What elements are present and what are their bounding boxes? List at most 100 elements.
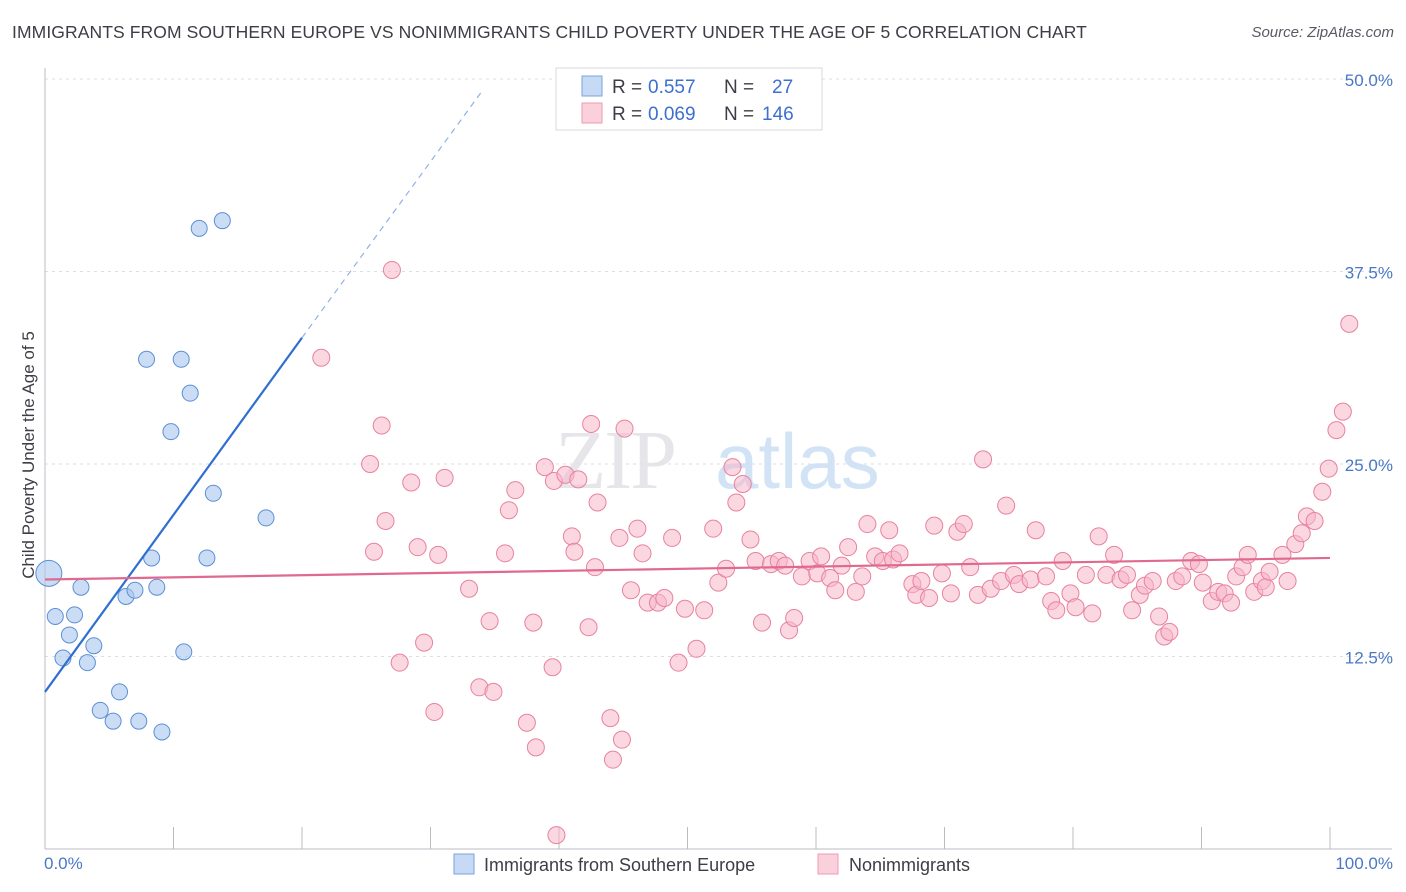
y-tick-label: 12.5%: [1345, 649, 1393, 668]
data-point-nonimmigrants: [733, 475, 752, 494]
data-point-nonimmigrants: [565, 542, 584, 561]
trend-line-immigrants-extension: [301, 90, 483, 339]
data-point-nonimmigrants: [925, 516, 944, 535]
data-point-nonimmigrants: [704, 519, 723, 538]
data-point-immigrants: [104, 712, 122, 730]
data-point-nonimmigrants: [932, 564, 951, 583]
data-point-nonimmigrants: [1319, 459, 1338, 478]
data-point-nonimmigrants: [1076, 565, 1095, 584]
data-point-nonimmigrants: [1123, 601, 1142, 620]
trend-line-nonimmigrants: [44, 556, 1331, 581]
data-point-nonimmigrants: [1026, 521, 1045, 540]
y-tick-labels: 12.5% 25.0% 37.5% 50.0%: [1345, 71, 1393, 668]
data-point-nonimmigrants: [1150, 607, 1169, 626]
data-point-nonimmigrants: [610, 528, 629, 547]
data-point-nonimmigrants: [415, 633, 434, 652]
data-point-nonimmigrants: [1193, 573, 1212, 592]
y-tick-label: 37.5%: [1345, 264, 1393, 283]
data-point-nonimmigrants: [612, 730, 631, 749]
bottom-legend-label-1: Immigrants from Southern Europe: [484, 855, 755, 875]
legend-swatch-pink: [581, 102, 603, 124]
legend-n-label-1: N =: [724, 77, 754, 98]
data-point-nonimmigrants: [912, 572, 931, 591]
data-point-nonimmigrants: [920, 588, 939, 607]
legend-r-value-1: 0.557: [648, 77, 696, 98]
data-point-nonimmigrants: [826, 581, 845, 600]
data-point-nonimmigrants: [628, 519, 647, 538]
data-point-nonimmigrants: [1305, 511, 1324, 530]
data-point-nonimmigrants: [425, 702, 444, 721]
data-point-immigrants: [257, 509, 275, 527]
data-point-nonimmigrants: [562, 527, 581, 546]
watermark-zip: ZIP: [555, 414, 675, 507]
data-point-nonimmigrants: [1160, 622, 1179, 641]
data-point-nonimmigrants: [460, 579, 479, 598]
data-point-nonimmigrants: [1260, 562, 1279, 581]
data-point-nonimmigrants: [1189, 555, 1208, 574]
data-point-nonimmigrants: [408, 538, 427, 557]
data-point-immigrants: [190, 219, 208, 237]
data-point-immigrants: [213, 212, 231, 230]
data-point-nonimmigrants: [361, 455, 380, 473]
data-point-nonimmigrants: [723, 458, 742, 477]
data-point-nonimmigrants: [429, 545, 448, 564]
chart-title: IMMIGRANTS FROM SOUTHERN EUROPE VS NONIM…: [12, 22, 1087, 42]
x-tick-label: 0.0%: [44, 854, 83, 873]
data-point-nonimmigrants: [524, 613, 543, 632]
data-point-nonimmigrants: [376, 511, 395, 530]
data-point-nonimmigrants: [582, 414, 601, 433]
data-point-nonimmigrants: [1143, 572, 1162, 591]
data-point-nonimmigrants: [1117, 565, 1136, 584]
data-point-nonimmigrants: [1278, 572, 1297, 591]
data-point-nonimmigrants: [1313, 482, 1332, 501]
data-point-nonimmigrants: [776, 556, 795, 575]
data-point-immigrants: [181, 384, 199, 402]
data-point-nonimmigrants: [853, 567, 872, 586]
data-point-nonimmigrants: [1089, 527, 1108, 546]
data-point-immigrants: [91, 701, 109, 719]
data-point-immigrants: [153, 723, 171, 741]
data-point-immigrants: [148, 578, 166, 596]
data-point-nonimmigrants: [603, 750, 622, 769]
y-tick-label: 50.0%: [1345, 71, 1393, 90]
data-point-immigrants: [85, 637, 103, 655]
data-point-nonimmigrants: [484, 682, 503, 701]
data-point-immigrants: [111, 683, 129, 701]
data-point-immigrants: [78, 654, 96, 672]
data-point-nonimmigrants: [954, 515, 973, 534]
data-point-nonimmigrants: [727, 493, 746, 512]
data-point-immigrants: [172, 350, 190, 368]
data-point-nonimmigrants: [543, 658, 562, 677]
x-tick-labels: 0.0% 100.0%: [44, 854, 1393, 873]
data-point-nonimmigrants: [675, 599, 694, 618]
legend-n-value-1: 27: [772, 77, 793, 98]
data-point-nonimmigrants: [1292, 524, 1311, 543]
data-point-immigrants: [130, 712, 148, 730]
data-point-immigrants: [175, 643, 193, 661]
data-point-immigrants: [143, 549, 161, 567]
legend-n-value-2: 146: [762, 104, 794, 125]
data-point-nonimmigrants: [890, 544, 909, 563]
data-point-immigrants: [162, 423, 180, 441]
bottom-legend-swatch-pink: [817, 853, 839, 875]
data-point-nonimmigrants: [663, 528, 682, 547]
data-point-nonimmigrants: [480, 612, 499, 631]
data-point-nonimmigrants: [974, 450, 993, 469]
data-point-immigrants: [60, 626, 78, 644]
y-tick-label: 25.0%: [1345, 456, 1393, 475]
trend-line-immigrants: [44, 337, 303, 693]
trend-lines: [44, 90, 1331, 693]
data-point-nonimmigrants: [569, 470, 588, 489]
data-point-nonimmigrants: [621, 581, 640, 600]
data-point-nonimmigrants: [1333, 402, 1352, 421]
data-point-nonimmigrants: [961, 558, 980, 577]
data-point-nonimmigrants: [382, 260, 401, 279]
data-point-nonimmigrants: [312, 348, 331, 367]
data-point-immigrants: [126, 581, 144, 599]
data-point-nonimmigrants: [435, 468, 454, 487]
data-point-nonimmigrants: [526, 738, 545, 757]
data-point-nonimmigrants: [390, 653, 409, 672]
legend-n-label-2: N =: [724, 104, 754, 125]
data-point-nonimmigrants: [585, 558, 604, 577]
